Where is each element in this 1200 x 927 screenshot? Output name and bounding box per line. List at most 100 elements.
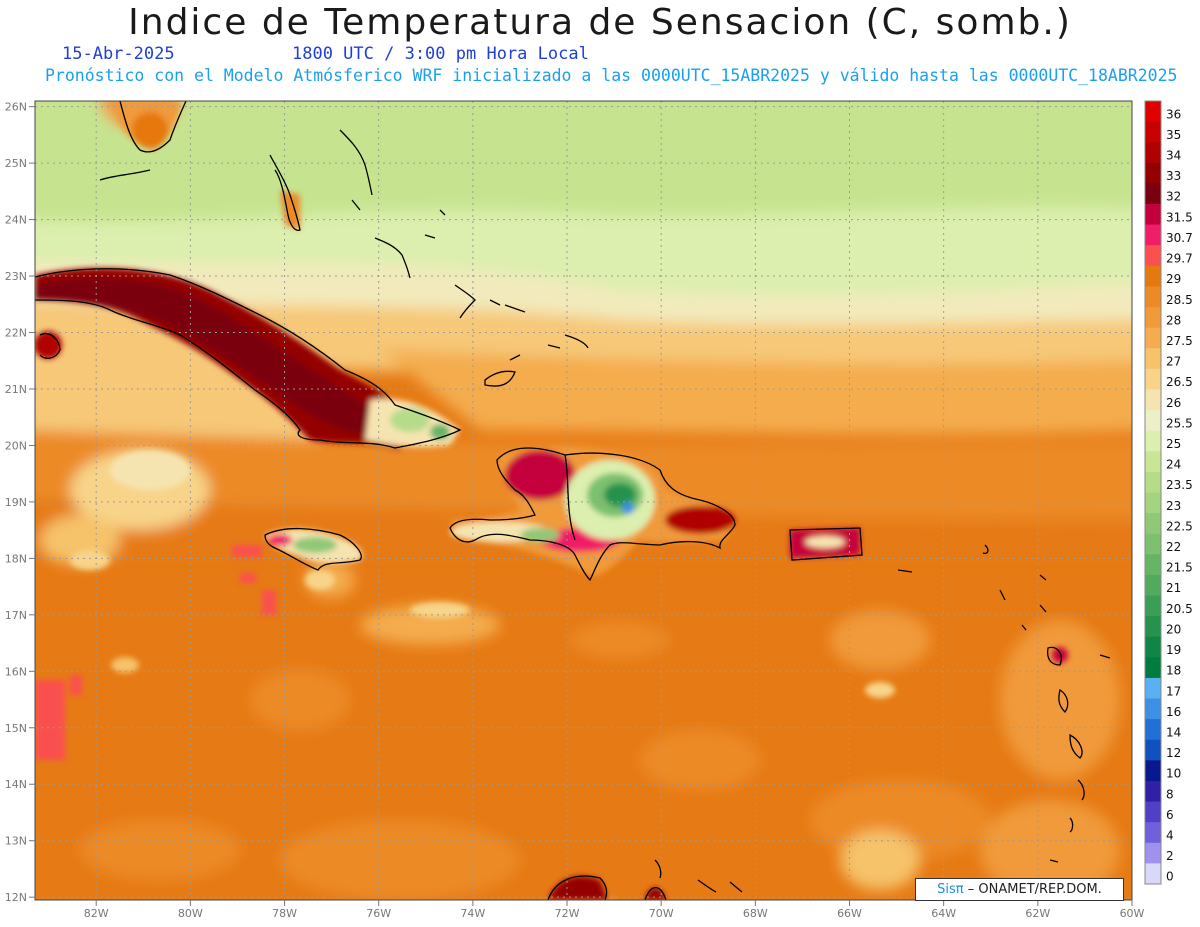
legend-swatch bbox=[1145, 574, 1161, 597]
legend-label: 27.5 bbox=[1166, 334, 1193, 348]
legend-swatch bbox=[1145, 430, 1161, 452]
lat-tick-label: 24N bbox=[5, 214, 27, 227]
credit-box: Sisπ – ONAMET/REP.DOM. bbox=[915, 878, 1124, 901]
lon-tick-label: 78W bbox=[272, 907, 297, 920]
lon-tick-label: 80W bbox=[178, 907, 203, 920]
lon-tick-label: 74W bbox=[460, 907, 485, 920]
color-legend: 363534333231.530.729.72928.52827.52726.5… bbox=[1144, 100, 1193, 885]
legend-label: 25 bbox=[1166, 437, 1181, 451]
legend-swatch bbox=[1145, 265, 1161, 287]
legend-label: 34 bbox=[1166, 149, 1181, 163]
legend-label: 36 bbox=[1166, 107, 1181, 121]
lat-tick-label: 23N bbox=[5, 270, 27, 283]
legend-swatch bbox=[1145, 636, 1161, 658]
legend-swatch bbox=[1145, 760, 1161, 782]
legend-swatch bbox=[1145, 348, 1161, 370]
legend-label: 22 bbox=[1166, 540, 1181, 554]
lat-tick-label: 25N bbox=[5, 157, 27, 170]
legend-swatch bbox=[1145, 307, 1161, 329]
legend-label: 23.5 bbox=[1166, 478, 1193, 492]
legend-swatch bbox=[1145, 471, 1161, 493]
legend-label: 30.7 bbox=[1166, 231, 1193, 245]
legend-swatch bbox=[1145, 492, 1161, 514]
lon-tick-label: 76W bbox=[366, 907, 391, 920]
legend-label: 29 bbox=[1166, 272, 1181, 286]
legend-swatch bbox=[1145, 863, 1161, 885]
legend-label: 8 bbox=[1166, 787, 1174, 801]
legend-label: 6 bbox=[1166, 808, 1174, 822]
lat-tick-label: 14N bbox=[5, 778, 27, 791]
legend-label: 31.5 bbox=[1166, 210, 1193, 224]
lat-tick-label: 22N bbox=[5, 327, 27, 340]
valid-time: 1800 UTC / 3:00 pm Hora Local bbox=[292, 44, 589, 64]
lon-tick-label: 70W bbox=[649, 907, 674, 920]
lon-tick-label: 64W bbox=[931, 907, 956, 920]
legend-swatch bbox=[1145, 204, 1161, 226]
cuba-heat bbox=[35, 267, 460, 450]
legend-swatch bbox=[1145, 719, 1161, 741]
coastlines bbox=[35, 101, 1111, 900]
chart-title: Indice de Temperatura de Sensacion (C, s… bbox=[128, 2, 1072, 43]
legend-swatch bbox=[1145, 162, 1161, 184]
lat-tick-label: 17N bbox=[5, 609, 27, 622]
lat-tick-label: 21N bbox=[5, 383, 27, 396]
legend-swatch bbox=[1145, 451, 1161, 473]
jamaica-heat bbox=[265, 528, 362, 564]
legend-label: 26.5 bbox=[1166, 375, 1193, 389]
legend-label: 16 bbox=[1166, 705, 1181, 719]
lon-tick-label: 66W bbox=[837, 907, 862, 920]
legend-label: 2 bbox=[1166, 849, 1174, 863]
legend-swatch bbox=[1145, 698, 1161, 720]
lon-tick-label: 60W bbox=[1120, 907, 1145, 920]
lon-tick-label: 82W bbox=[84, 907, 109, 920]
puertorico-heat bbox=[790, 528, 860, 558]
legend-swatch bbox=[1145, 183, 1161, 205]
lat-tick-label: 26N bbox=[5, 101, 27, 114]
legend-label: 22.5 bbox=[1166, 519, 1193, 533]
legend-swatch bbox=[1145, 245, 1161, 267]
legend-label: 0 bbox=[1166, 870, 1174, 884]
legend-label: 23 bbox=[1166, 499, 1181, 513]
legend-swatch bbox=[1145, 657, 1161, 679]
legend-swatch bbox=[1145, 554, 1161, 576]
credit-org: – ONAMET/REP.DOM. bbox=[967, 882, 1102, 897]
legend-label: 35 bbox=[1166, 128, 1181, 142]
lat-tick-label: 12N bbox=[5, 891, 27, 904]
legend-label: 18 bbox=[1166, 664, 1181, 678]
legend-swatch bbox=[1145, 121, 1161, 143]
legend-label: 24 bbox=[1166, 458, 1181, 472]
legend-swatch bbox=[1145, 286, 1161, 308]
legend-swatch bbox=[1145, 801, 1161, 823]
legend-swatch bbox=[1145, 533, 1161, 555]
legend-swatch bbox=[1145, 739, 1161, 761]
legend-label: 29.7 bbox=[1166, 252, 1193, 266]
lat-tick-label: 16N bbox=[5, 665, 27, 678]
legend-label: 21 bbox=[1166, 581, 1181, 595]
legend-label: 12 bbox=[1166, 746, 1181, 760]
legend-swatch bbox=[1145, 842, 1161, 864]
legend-label: 19 bbox=[1166, 643, 1181, 657]
model-subtitle: Pronóstico con el Modelo Atmósferico WRF… bbox=[45, 66, 1178, 85]
lat-tick-label: 20N bbox=[5, 439, 27, 452]
legend-swatch bbox=[1145, 616, 1161, 638]
legend-swatch bbox=[1145, 513, 1161, 535]
latitude-axis: 26N 25N 24N 23N 22N 21N 20N 19N 18N 17N 16N 15N 14N 1… bbox=[5, 101, 35, 904]
lat-tick-label: 15N bbox=[5, 722, 27, 735]
legend-label: 28.5 bbox=[1166, 293, 1193, 307]
graticule bbox=[35, 101, 1132, 900]
legend-label: 32 bbox=[1166, 190, 1181, 204]
lat-tick-label: 13N bbox=[5, 835, 27, 848]
legend-label: 28 bbox=[1166, 313, 1181, 327]
legend-label: 10 bbox=[1166, 767, 1181, 781]
lon-tick-label: 62W bbox=[1025, 907, 1050, 920]
legend-swatch bbox=[1145, 410, 1161, 432]
plot-frame bbox=[34, 100, 1133, 901]
legend-swatch bbox=[1145, 101, 1161, 123]
legend-swatch bbox=[1145, 780, 1161, 803]
legend-label: 20.5 bbox=[1166, 602, 1193, 616]
legend-label: 26 bbox=[1166, 396, 1181, 410]
legend-label: 25.5 bbox=[1166, 416, 1193, 430]
legend-label: 20 bbox=[1166, 622, 1181, 636]
legend-label: 21.5 bbox=[1166, 561, 1193, 575]
